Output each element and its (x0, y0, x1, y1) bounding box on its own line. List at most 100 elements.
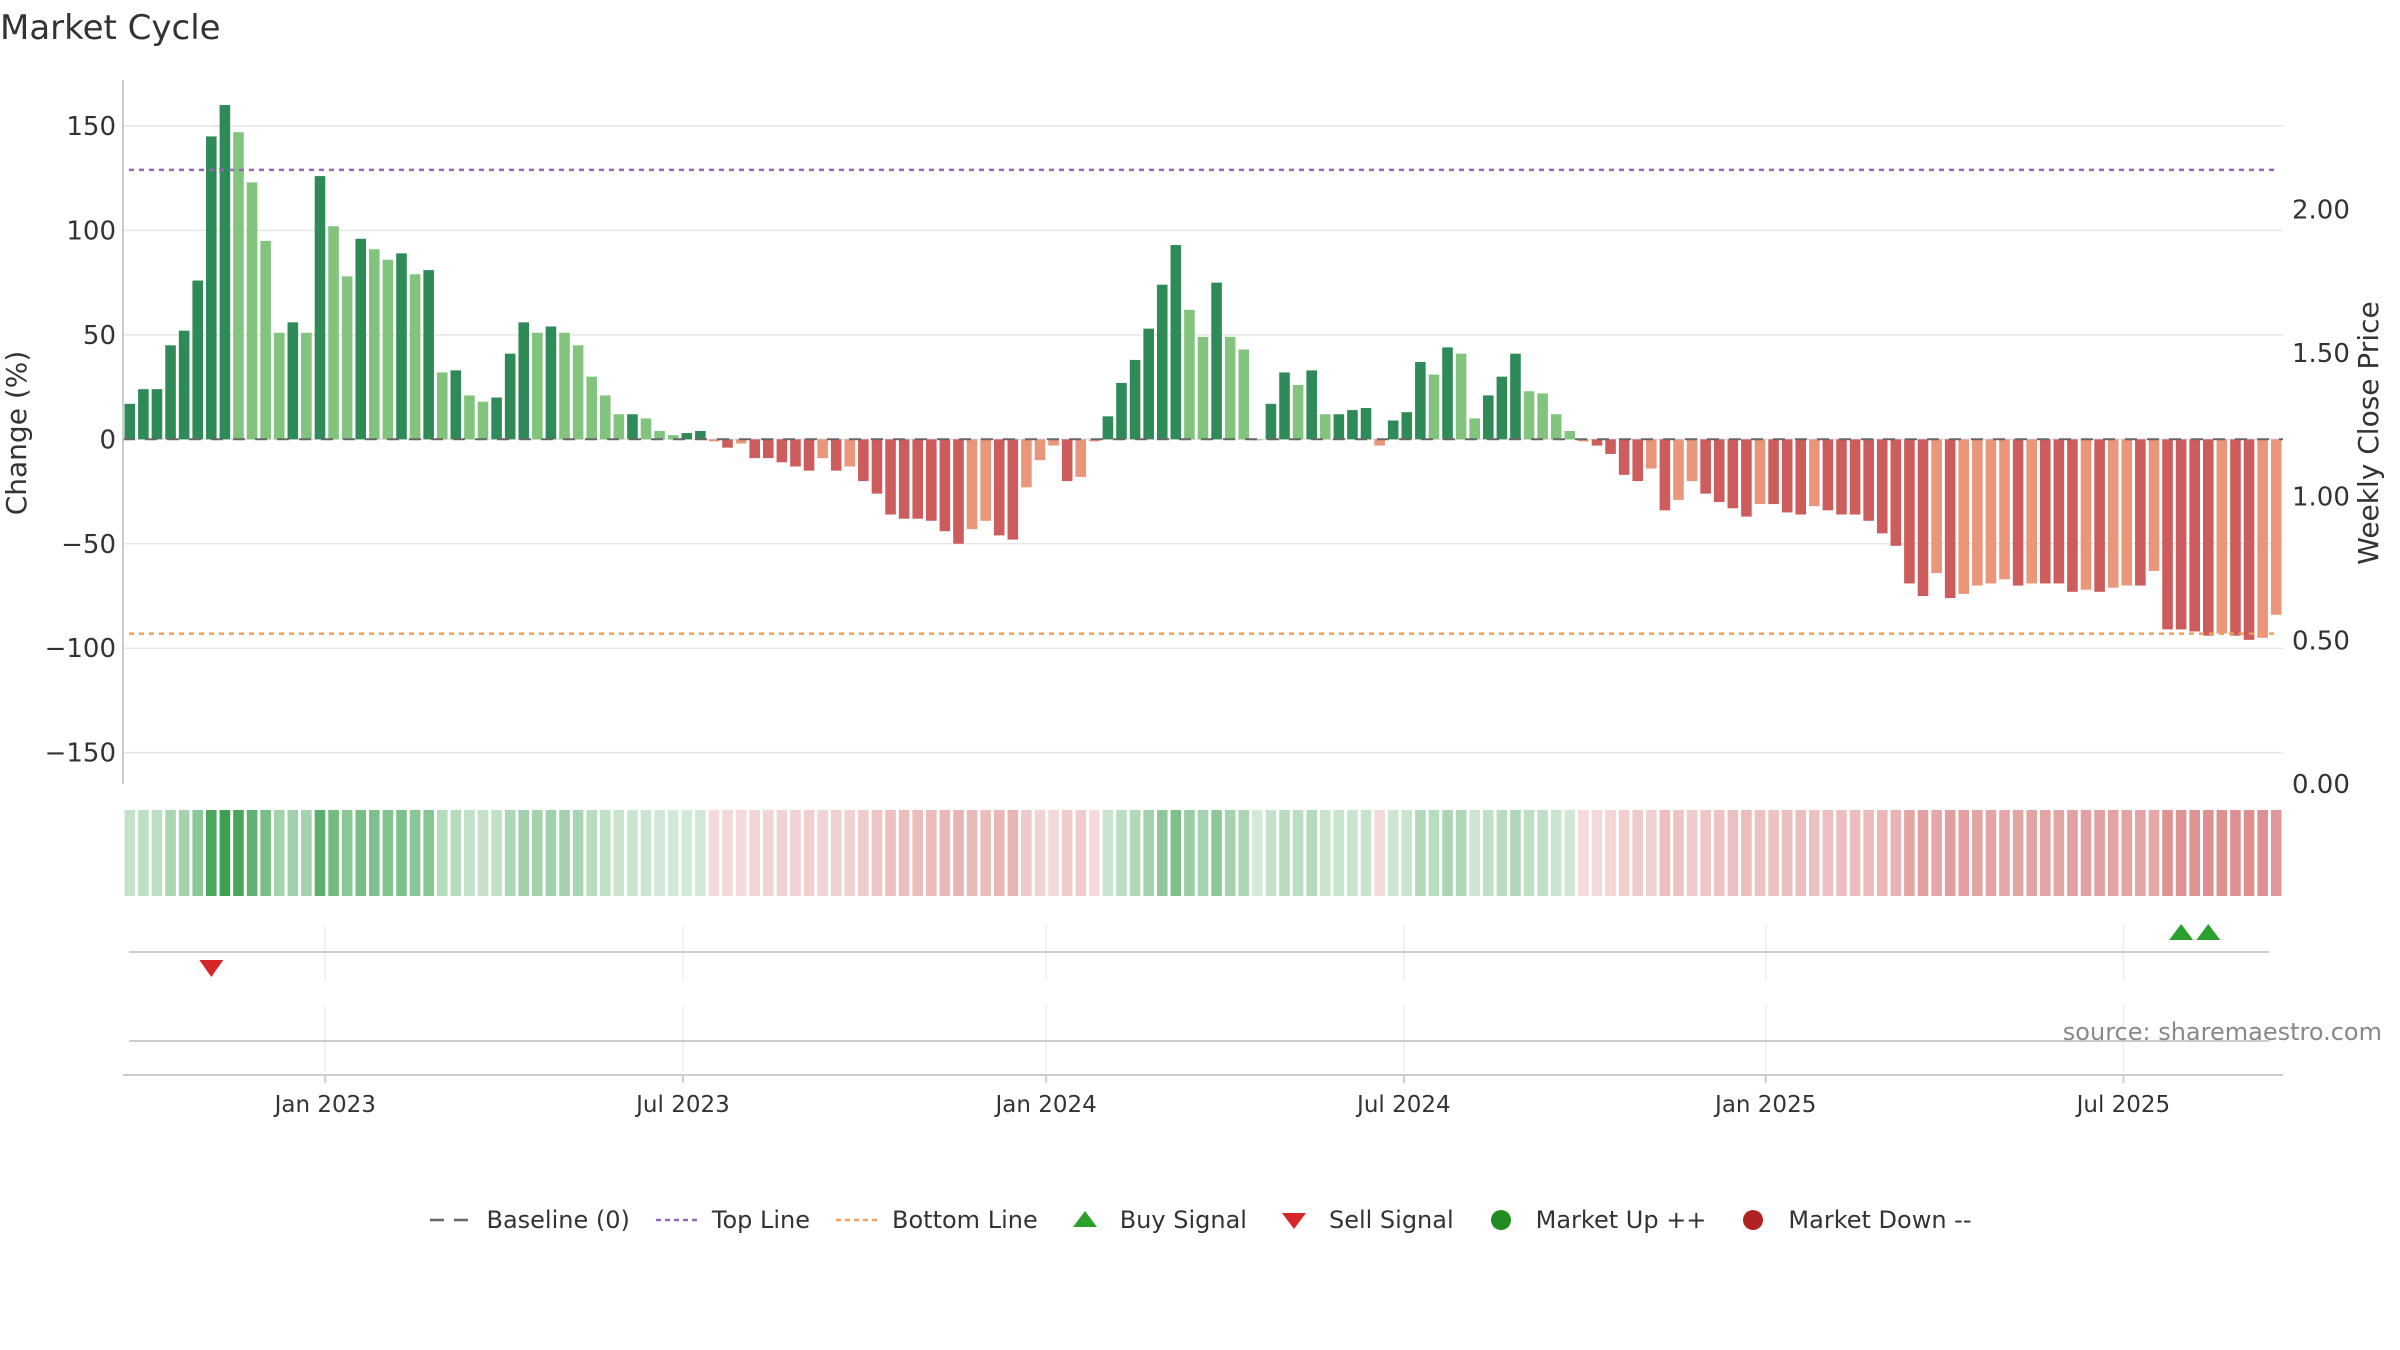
bar (1605, 439, 1616, 454)
heat-stripe (695, 810, 706, 896)
heat-stripe (1632, 810, 1644, 896)
heat-stripe (491, 810, 502, 896)
heat-stripe (1061, 810, 1073, 896)
bar (926, 439, 937, 521)
bar (749, 439, 760, 459)
bar (980, 439, 991, 521)
bar (1646, 439, 1657, 469)
bar (1659, 439, 1671, 511)
y-tick-label: 50 (83, 321, 116, 351)
heat-stripe (1863, 810, 1874, 896)
heat-stripe (1374, 810, 1385, 896)
heat-stripe (885, 810, 896, 896)
heat-stripe (1129, 810, 1141, 896)
heat-stripe (341, 810, 353, 896)
bar (1319, 414, 1331, 440)
bar (1564, 430, 1576, 440)
bar (2162, 439, 2173, 630)
bar (2230, 439, 2241, 636)
heat-stripe (858, 810, 869, 896)
bar (1931, 439, 1942, 574)
heat-stripe (559, 810, 570, 896)
y-tick-label: −50 (61, 530, 116, 560)
heat-stripe (2026, 810, 2037, 896)
heat-stripe (1360, 810, 1372, 896)
bar (776, 439, 788, 463)
heat-stripe (1306, 810, 1317, 896)
bar (1686, 439, 1698, 482)
bar (1863, 439, 1874, 521)
heat-stripe (1781, 810, 1793, 896)
heat-stripe (2270, 810, 2282, 896)
bar (518, 322, 530, 440)
heat-stripe (1985, 810, 1997, 896)
bar (2039, 439, 2051, 584)
y-tick-label: 100 (66, 216, 116, 246)
bar (1944, 439, 1956, 599)
bar (124, 403, 136, 440)
bar (1673, 439, 1684, 500)
heat-stripe (450, 810, 462, 896)
heat-stripe (1238, 810, 1250, 896)
x-tick-label: Jul 2025 (2075, 1092, 2171, 1118)
bar (491, 397, 502, 440)
heat-stripe (1021, 810, 1032, 896)
bar (1469, 418, 1480, 440)
legend-symbol-buy-icon (1062, 1207, 1108, 1233)
bar (722, 439, 733, 448)
heat-stripe (2243, 810, 2255, 896)
y-tick-label: −150 (45, 739, 116, 769)
bar (1129, 359, 1141, 440)
sell-signal-marker (199, 960, 224, 977)
heat-stripe (1143, 810, 1154, 896)
bar (1972, 439, 1983, 586)
bar (219, 105, 231, 440)
bar (667, 435, 679, 440)
bar (1075, 439, 1087, 477)
heat-stripe (1564, 810, 1576, 896)
bar (735, 439, 747, 444)
bar (858, 439, 869, 482)
heat-stripe (790, 810, 801, 896)
heat-stripe (953, 810, 964, 896)
heat-stripe (1347, 810, 1358, 896)
heat-stripe (423, 810, 434, 896)
heat-stripe (2202, 810, 2214, 896)
heat-stripe (1931, 810, 1942, 896)
bar (1455, 353, 1467, 440)
heat-stripe (1754, 810, 1766, 896)
heat-stripe (1578, 810, 1589, 896)
bar (206, 136, 217, 440)
bar (2243, 439, 2255, 640)
bar (1809, 439, 1820, 507)
y2-axis-label: Weekly Close Price (2352, 301, 2385, 564)
heat-stripe (1102, 810, 1114, 896)
heat-stripe (1958, 810, 1970, 896)
bar (2175, 439, 2187, 630)
bar (844, 439, 856, 467)
heat-stripe (1428, 810, 1440, 896)
heat-stripe (369, 810, 380, 896)
bar (1143, 328, 1154, 440)
heat-stripe (1849, 810, 1861, 896)
heat-stripe (1659, 810, 1671, 896)
heat-stripe (246, 810, 258, 896)
heat-stripe (1876, 810, 1888, 896)
bar (1007, 439, 1019, 540)
bar (1252, 439, 1263, 441)
bar (1550, 414, 1562, 440)
heat-stripe (1415, 810, 1426, 896)
bar (464, 395, 475, 440)
bar (1170, 245, 1182, 440)
heat-stripe (1836, 810, 1847, 896)
bar (246, 182, 258, 440)
bar (178, 330, 190, 440)
bar (1265, 403, 1277, 440)
heat-stripe (572, 810, 584, 896)
buy-signal-marker (2196, 924, 2221, 940)
bar (695, 430, 706, 440)
bar (287, 322, 299, 440)
legend-item-top: Top Line (654, 1206, 810, 1234)
bar (1700, 439, 1711, 494)
bar (1306, 370, 1317, 440)
